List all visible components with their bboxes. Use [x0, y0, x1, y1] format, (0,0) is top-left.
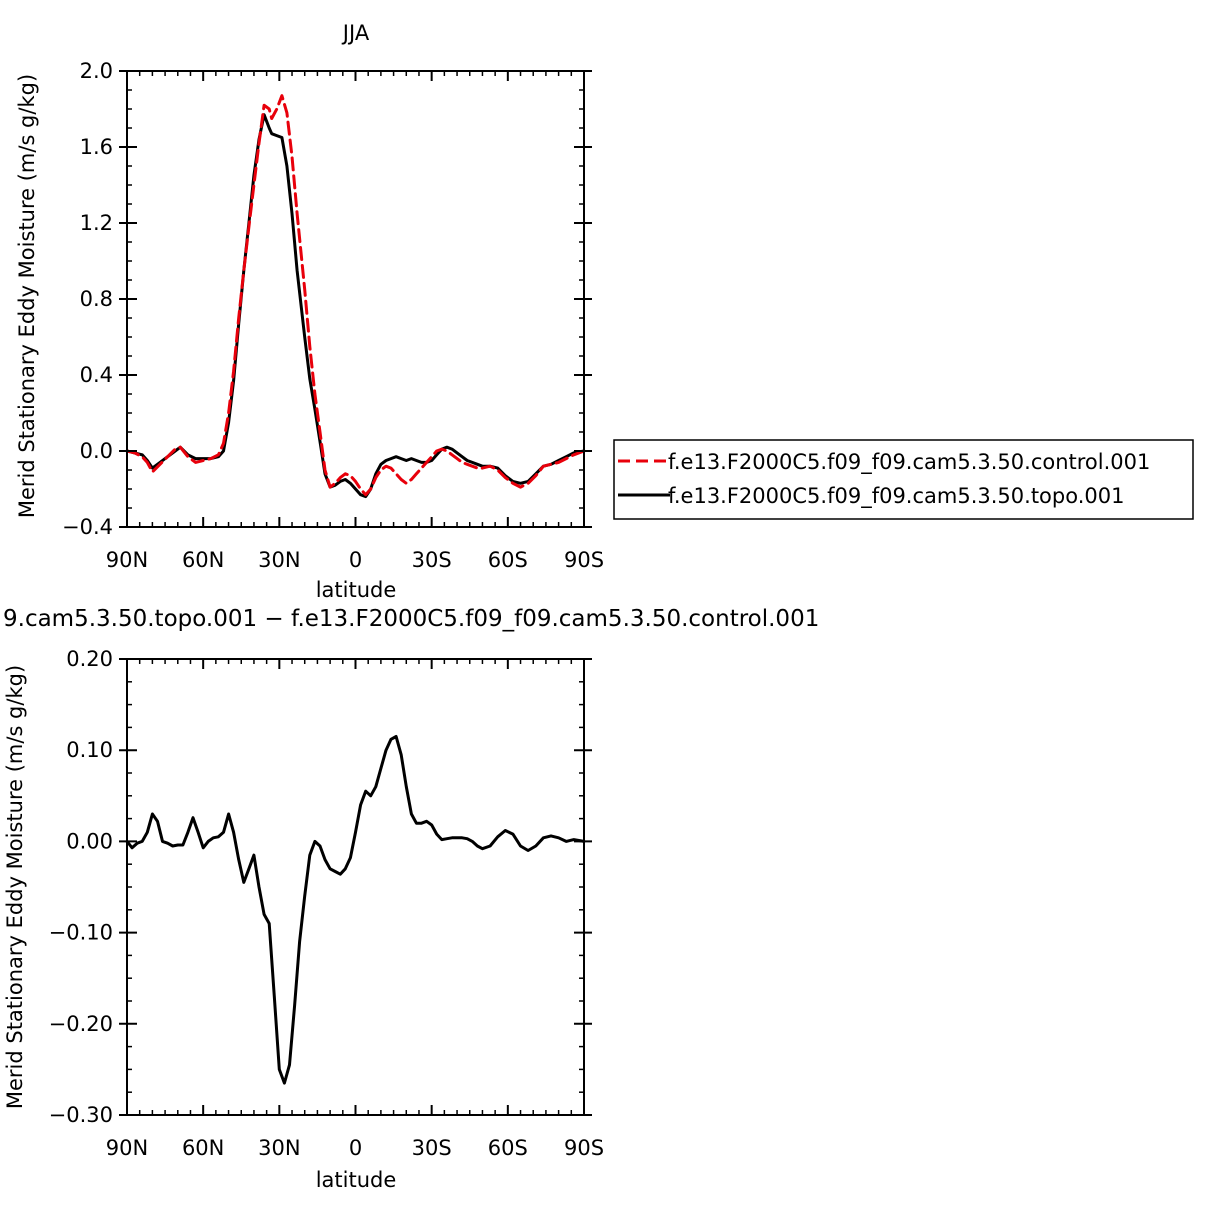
bottom-y-tick-label: −0.20 — [49, 1012, 113, 1036]
top-y-tick-label: 0.8 — [80, 287, 113, 311]
bottom-plot-frame — [126, 658, 585, 1116]
top-x-tick-label: 0 — [349, 548, 362, 572]
top-x-tick-label: 90S — [564, 548, 604, 572]
legend-entry-control: f.e13.F2000C5.f09_f09.cam5.3.50.control.… — [668, 450, 1150, 475]
bottom-series-line-difference — [125, 735, 586, 1085]
bottom-x-tick-label: 60N — [182, 1136, 224, 1160]
top-x-tick-label: 60N — [182, 548, 224, 572]
top-axes: 90N 60N 30N 0 30S 60S 90S −0.4 0.0 0.4 0.8 1.2 1.6 2.… — [62, 59, 604, 572]
top-x-tick-label: 30N — [258, 548, 300, 572]
legend-entry-topo: f.e13.F2000C5.f09_f09.cam5.3.50.topo.001 — [668, 484, 1124, 509]
top-panel: JJA 90N 60N 30N 0 30S 60S 90S −0.4 0.0 0.4 0.8 1.2 1… — [15, 21, 1194, 602]
top-y-tick-label: 1.2 — [80, 211, 113, 235]
bottom-x-tick-label: 30N — [258, 1136, 300, 1160]
bottom-y-tick-label: 0.10 — [66, 738, 113, 762]
top-x-axis-label: latitude — [316, 578, 397, 602]
top-x-tick-label: 60S — [488, 548, 528, 572]
top-y-tick-label: 0.4 — [80, 363, 113, 387]
bottom-panel-title: 9.cam5.3.50.topo.001 − f.e13.F2000C5.f09… — [3, 606, 819, 632]
legend: f.e13.F2000C5.f09_f09.cam5.3.50.control.… — [613, 439, 1194, 520]
top-x-tick-label: 90N — [106, 548, 148, 572]
bottom-x-tick-label: 30S — [412, 1136, 452, 1160]
top-y-tick-label: 1.6 — [80, 135, 113, 159]
top-y-tick-label: 0.0 — [80, 439, 113, 463]
top-series-line-control — [125, 94, 586, 497]
bottom-y-tick-label: 0.20 — [66, 647, 113, 671]
bottom-y-tick-label: −0.10 — [49, 921, 113, 945]
top-x-tick-label: 30S — [412, 548, 452, 572]
bottom-x-tick-label: 60S — [488, 1136, 528, 1160]
top-y-axis-label: Merid Stationary Eddy Moisture (m/s g/kg… — [15, 74, 39, 518]
bottom-curves — [125, 735, 586, 1085]
top-panel-title: JJA — [341, 21, 370, 45]
top-series-line-topo — [125, 113, 586, 499]
top-y-tick-label: −0.4 — [62, 515, 113, 539]
bottom-x-axis-label: latitude — [316, 1168, 397, 1192]
bottom-y-tick-label: −0.30 — [49, 1103, 113, 1127]
top-curves — [125, 94, 586, 499]
top-y-tick-label: 2.0 — [80, 59, 113, 83]
bottom-x-tick-label: 90N — [106, 1136, 148, 1160]
bottom-axes: 90N 60N 30N 0 30S 60S 90S −0.30 −0.20 −0.10 0.00 0.… — [49, 647, 604, 1160]
bottom-y-tick-label: 0.00 — [66, 829, 113, 853]
bottom-y-axis-label: Merid Stationary Eddy Moisture (m/s g/kg… — [3, 665, 27, 1109]
bottom-panel: 9.cam5.3.50.topo.001 − f.e13.F2000C5.f09… — [3, 606, 819, 1192]
bottom-x-tick-label: 90S — [564, 1136, 604, 1160]
bottom-x-tick-label: 0 — [349, 1136, 362, 1160]
legend-box — [613, 439, 1194, 520]
